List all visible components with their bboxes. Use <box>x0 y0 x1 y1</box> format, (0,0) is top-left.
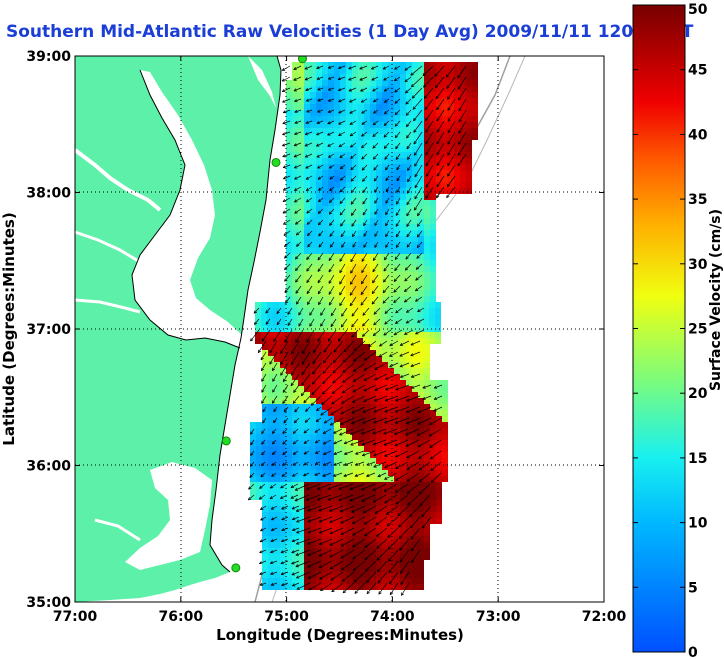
x-axis-label: Longitude (Degrees:Minutes) <box>216 626 464 644</box>
colorbar-tick-label: 10 <box>688 516 708 532</box>
colorbar-tick-label: 0 <box>688 645 698 659</box>
x-tick-label: 72:00 <box>582 609 627 625</box>
map-title: Southern Mid-Atlantic Raw Velocities (1 … <box>6 22 694 42</box>
pamlico-sound <box>125 462 212 570</box>
velocity-vectors <box>247 65 467 596</box>
radar-stations <box>221 56 307 573</box>
x-axis: 77:00 76:00 75:00 74:00 73:00 72:00 <box>53 56 627 625</box>
y-axis-label: Latitude (Degrees:Minutes) <box>0 212 18 445</box>
delaware-bay <box>248 56 276 108</box>
y-tick-label: 37:00 <box>26 322 71 338</box>
y-tick-label: 38:00 <box>26 186 71 202</box>
river-water <box>75 148 162 212</box>
colorbar-tick-label: 15 <box>688 451 707 467</box>
colorbar-tick-label: 20 <box>688 386 708 402</box>
colorbar-label: Surface Velocity (cm/s) <box>708 209 724 391</box>
y-tick-label: 36:00 <box>26 459 71 475</box>
y-axis: 39:00 38:00 37:00 36:00 35:00 <box>26 49 604 611</box>
colorbar-tick-label: 40 <box>688 127 708 143</box>
colorbar-tick-label: 45 <box>688 63 707 79</box>
colorbar-tick-label: 30 <box>688 257 708 273</box>
x-tick-label: 75:00 <box>264 609 309 625</box>
colorbar-tick-label: 25 <box>688 322 707 338</box>
y-tick-label: 39:00 <box>26 49 71 65</box>
station-marker <box>231 563 241 573</box>
colorbar <box>632 4 686 653</box>
colorbar-tick-label: 35 <box>688 192 707 208</box>
x-tick-label: 73:00 <box>476 609 521 625</box>
colorbar-ticks: 0 5 10 15 20 25 30 35 40 45 50 <box>633 2 708 659</box>
x-tick-label: 74:00 <box>370 609 415 625</box>
x-tick-label: 76:00 <box>159 609 204 625</box>
colorbar-tick-label: 5 <box>688 580 698 596</box>
x-tick-label: 77:00 <box>53 609 98 625</box>
bay-water <box>132 70 242 348</box>
y-tick-label: 35:00 <box>26 595 71 611</box>
colorbar-tick-label: 50 <box>688 2 708 18</box>
station-marker <box>297 56 307 64</box>
station-marker <box>221 436 231 446</box>
station-marker <box>271 157 281 167</box>
grid-lines <box>75 56 604 602</box>
